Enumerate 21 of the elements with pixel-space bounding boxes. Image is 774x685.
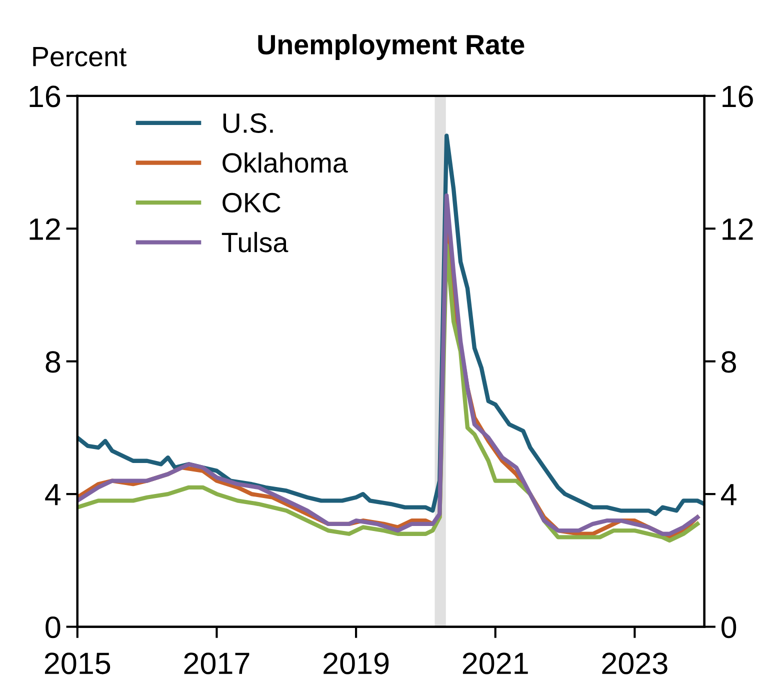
y-tick-label: 4 <box>45 484 61 506</box>
legend-label: Tulsa <box>222 232 288 252</box>
x-tick-label: 2023 <box>602 652 668 674</box>
y2-tick-label: 8 <box>722 351 736 373</box>
y-tick-label: 0 <box>46 616 60 638</box>
legend-label: OKC <box>222 192 280 213</box>
y2-tick-label: 16 <box>722 86 753 108</box>
y2-tick-label: 0 <box>722 616 736 638</box>
x-tick-label: 2015 <box>44 652 110 674</box>
y2-tick-label: 12 <box>722 218 753 240</box>
y-tick-label: 12 <box>30 218 60 240</box>
legend-label: Oklahoma <box>222 152 348 173</box>
y-axis-title: Percent <box>33 47 126 66</box>
y-tick-label: 16 <box>30 86 60 108</box>
x-tick-label: 2017 <box>184 652 250 674</box>
y2-tick-label: 4 <box>721 484 736 506</box>
legend-label: U.S. <box>223 113 273 133</box>
x-tick-label: 2021 <box>462 652 528 674</box>
y-tick-label: 8 <box>46 351 60 373</box>
chart-title: Unemployment Rate <box>258 34 524 60</box>
x-tick-label: 2019 <box>324 652 389 674</box>
